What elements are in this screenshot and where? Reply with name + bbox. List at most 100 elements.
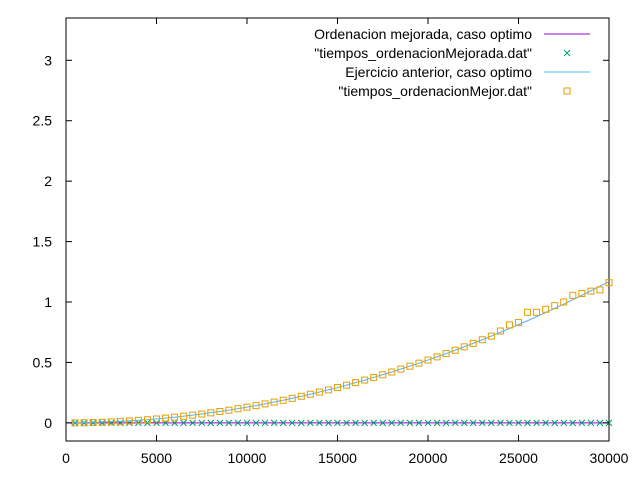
data-point	[560, 298, 568, 306]
data-point	[551, 302, 559, 310]
data-point	[134, 416, 142, 424]
data-point	[261, 419, 269, 427]
data-point	[524, 308, 532, 316]
y-tick-label: 2.5	[33, 113, 53, 129]
series-2	[65, 281, 610, 424]
x-tick-label: 20000	[409, 450, 448, 466]
data-point	[487, 419, 495, 427]
data-point	[279, 396, 287, 404]
data-point	[497, 419, 504, 427]
data-point	[89, 419, 97, 427]
legend-label: Ordenacion mejorada, caso optimo	[314, 26, 532, 42]
data-point	[415, 359, 423, 367]
data-point	[379, 371, 387, 379]
legend-swatch-marker	[563, 49, 571, 57]
data-point	[424, 356, 432, 364]
data-point	[316, 419, 323, 427]
data-point	[297, 419, 305, 427]
data-point	[379, 419, 387, 427]
data-point	[107, 418, 115, 426]
data-point	[460, 343, 468, 351]
data-point	[270, 419, 278, 427]
data-point	[252, 419, 260, 427]
data-point	[306, 419, 314, 427]
data-point	[442, 419, 450, 427]
x-tick-label: 30000	[590, 450, 629, 466]
data-point	[198, 419, 206, 427]
data-point	[207, 409, 215, 417]
data-point	[334, 384, 341, 392]
y-tick-label: 0.5	[33, 354, 53, 370]
y-tick-label: 1	[44, 294, 52, 310]
data-point	[361, 419, 369, 427]
data-point	[406, 362, 414, 370]
legend-label: "tiempos_ordenacionMejor.dat"	[338, 83, 532, 99]
data-point	[207, 419, 215, 427]
data-point	[189, 419, 197, 427]
data-point	[442, 350, 450, 358]
data-point	[560, 419, 568, 427]
data-point	[198, 410, 206, 418]
data-point	[388, 419, 396, 427]
data-point	[370, 373, 378, 381]
data-point	[551, 419, 559, 427]
data-point	[515, 319, 522, 327]
data-point	[397, 419, 405, 427]
data-point	[279, 419, 287, 427]
data-point	[478, 336, 486, 344]
data-point	[80, 419, 88, 427]
y-tick-label: 3	[44, 52, 52, 68]
data-point	[234, 419, 242, 427]
data-point	[71, 419, 79, 427]
data-point	[125, 417, 133, 425]
x-tick-label: 0	[62, 450, 70, 466]
data-point	[288, 394, 296, 402]
data-point	[171, 413, 179, 421]
data-point	[515, 419, 522, 427]
data-point	[361, 376, 369, 384]
data-point	[189, 411, 197, 419]
series-3	[71, 279, 613, 427]
data-point	[496, 327, 504, 335]
legend-label: Ejercicio anterior, caso optimo	[345, 64, 532, 80]
data-point	[451, 346, 459, 354]
data-point	[569, 419, 577, 427]
data-point	[153, 419, 160, 427]
y-tick-label: 0	[44, 415, 52, 431]
data-point	[451, 419, 459, 427]
data-point	[98, 418, 106, 426]
data-point	[469, 419, 477, 427]
data-point	[478, 419, 486, 427]
data-point	[234, 405, 242, 413]
data-point	[352, 419, 359, 427]
data-point	[397, 365, 405, 373]
legend: Ordenacion mejorada, caso optimo "tiempos…	[314, 26, 590, 99]
data-point	[297, 392, 305, 400]
axis-ticks: 0 5000 10000 15000 20000 25000 30000 0 0.5 1 1.5 2 2…	[33, 18, 629, 466]
data-point	[587, 287, 595, 295]
data-point	[569, 291, 577, 299]
data-point	[153, 415, 160, 423]
series-line	[65, 281, 610, 424]
data-point	[315, 388, 323, 396]
data-point	[180, 412, 188, 420]
data-point	[605, 279, 613, 287]
data-point	[261, 400, 269, 408]
data-point	[433, 353, 441, 361]
data-point	[343, 419, 350, 427]
data-point	[225, 406, 233, 414]
data-point	[225, 419, 233, 427]
data-point	[406, 419, 414, 427]
data-point	[533, 419, 540, 427]
data-point	[596, 286, 604, 294]
data-point	[180, 419, 188, 427]
data-point	[116, 417, 124, 425]
data-point	[596, 419, 604, 427]
data-point	[352, 379, 360, 387]
data-point	[306, 390, 314, 398]
data-point	[469, 339, 477, 347]
data-point	[524, 419, 531, 427]
data-point	[216, 419, 224, 427]
data-point	[460, 419, 468, 427]
